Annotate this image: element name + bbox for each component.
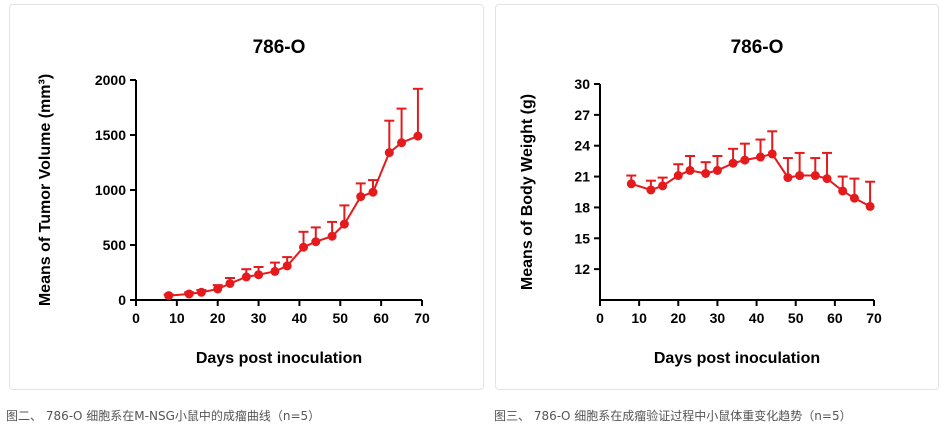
y-axis-label: Means of Tumor Volume (mm³) xyxy=(37,74,54,306)
y-tick-label: 15 xyxy=(574,230,590,246)
data-point xyxy=(701,168,711,178)
data-point xyxy=(368,187,378,197)
x-axis-label: Days post inoculation xyxy=(196,350,362,367)
chart-title: 786-O xyxy=(253,37,306,58)
y-tick-label: 21 xyxy=(574,169,590,185)
y-tick-label: 1500 xyxy=(95,127,126,143)
y-tick-label: 0 xyxy=(118,292,126,308)
x-tick-label: 30 xyxy=(710,310,726,326)
x-tick-label: 70 xyxy=(414,310,430,326)
data-point xyxy=(299,242,309,252)
x-tick-label: 40 xyxy=(292,310,308,326)
data-point xyxy=(712,165,722,175)
data-point xyxy=(270,266,280,276)
x-axis-label: Days post inoculation xyxy=(654,350,820,367)
y-tick-label: 18 xyxy=(574,199,590,215)
data-point xyxy=(327,231,337,241)
y-axis-label: Means of Body Weight (g) xyxy=(519,94,536,290)
data-point xyxy=(282,261,292,271)
data-point xyxy=(740,155,750,165)
data-point xyxy=(795,171,805,181)
x-tick-label: 50 xyxy=(332,310,348,326)
tumor-volume-chart-card: 786-O 0 500 1000 1500 2000 0 10 20 30 40 50 60 70 Days… xyxy=(9,4,484,390)
figure-caption-left: 图二、 786-O 细胞系在M-NSG小鼠中的成瘤曲线（n=5） xyxy=(6,409,321,423)
data-point xyxy=(685,165,695,175)
data-point xyxy=(646,185,656,195)
x-tick-label: 60 xyxy=(373,310,389,326)
x-tick-label: 60 xyxy=(827,310,843,326)
data-point xyxy=(838,186,848,196)
data-point xyxy=(810,171,820,181)
data-point xyxy=(384,148,394,158)
x-tick-label: 0 xyxy=(132,310,140,326)
y-tick-label: 30 xyxy=(574,76,590,92)
y-tick-label: 1000 xyxy=(95,182,126,198)
x-tick-label: 20 xyxy=(210,310,226,326)
data-point xyxy=(413,131,423,141)
chart-title: 786-O xyxy=(731,37,784,58)
y-tick-label: 2000 xyxy=(95,72,126,88)
x-tick-label: 20 xyxy=(670,310,686,326)
data-point xyxy=(626,179,636,189)
figure-caption-right: 图三、 786-O 细胞系在成瘤验证过程中小鼠体重变化趋势（n=5） xyxy=(494,409,852,423)
data-point xyxy=(767,149,777,159)
data-point xyxy=(397,138,407,148)
data-point xyxy=(822,174,832,184)
y-tick-label: 24 xyxy=(574,138,590,154)
data-point xyxy=(755,152,765,162)
data-point xyxy=(164,291,174,301)
data-point xyxy=(254,270,264,280)
data-point xyxy=(339,219,349,229)
x-tick-label: 0 xyxy=(596,310,604,326)
x-tick-label: 10 xyxy=(169,310,185,326)
y-tick-label: 500 xyxy=(103,237,127,253)
tumor-volume-chart: 786-O 0 500 1000 1500 2000 0 10 20 30 40 50 60 70 Days… xyxy=(37,37,430,367)
data-point xyxy=(728,158,738,168)
data-point xyxy=(865,201,875,211)
data-point xyxy=(658,181,668,191)
data-point xyxy=(849,193,859,203)
data-point xyxy=(196,287,206,297)
data-point xyxy=(673,171,683,181)
series-line xyxy=(631,152,871,208)
x-tick-label: 70 xyxy=(866,310,882,326)
body-weight-chart-card: 786-O 12 15 18 21 24 27 30 0 10 20 30 40 50 60 70 Days p… xyxy=(495,4,939,390)
x-tick-label: 30 xyxy=(251,310,267,326)
data-point xyxy=(184,289,194,299)
data-point xyxy=(311,237,321,247)
x-tick-label: 40 xyxy=(749,310,765,326)
data-point xyxy=(213,284,223,294)
y-tick-label: 27 xyxy=(574,107,590,123)
x-tick-label: 10 xyxy=(631,310,647,326)
data-point xyxy=(783,173,793,183)
body-weight-chart: 786-O 12 15 18 21 24 27 30 0 10 20 30 40 50 60 70 Days p… xyxy=(519,37,882,367)
data-point xyxy=(356,192,366,202)
data-point xyxy=(225,279,235,288)
series-line xyxy=(168,135,419,297)
data-point xyxy=(241,272,251,282)
x-tick-label: 50 xyxy=(788,310,804,326)
y-tick-label: 12 xyxy=(574,261,590,277)
